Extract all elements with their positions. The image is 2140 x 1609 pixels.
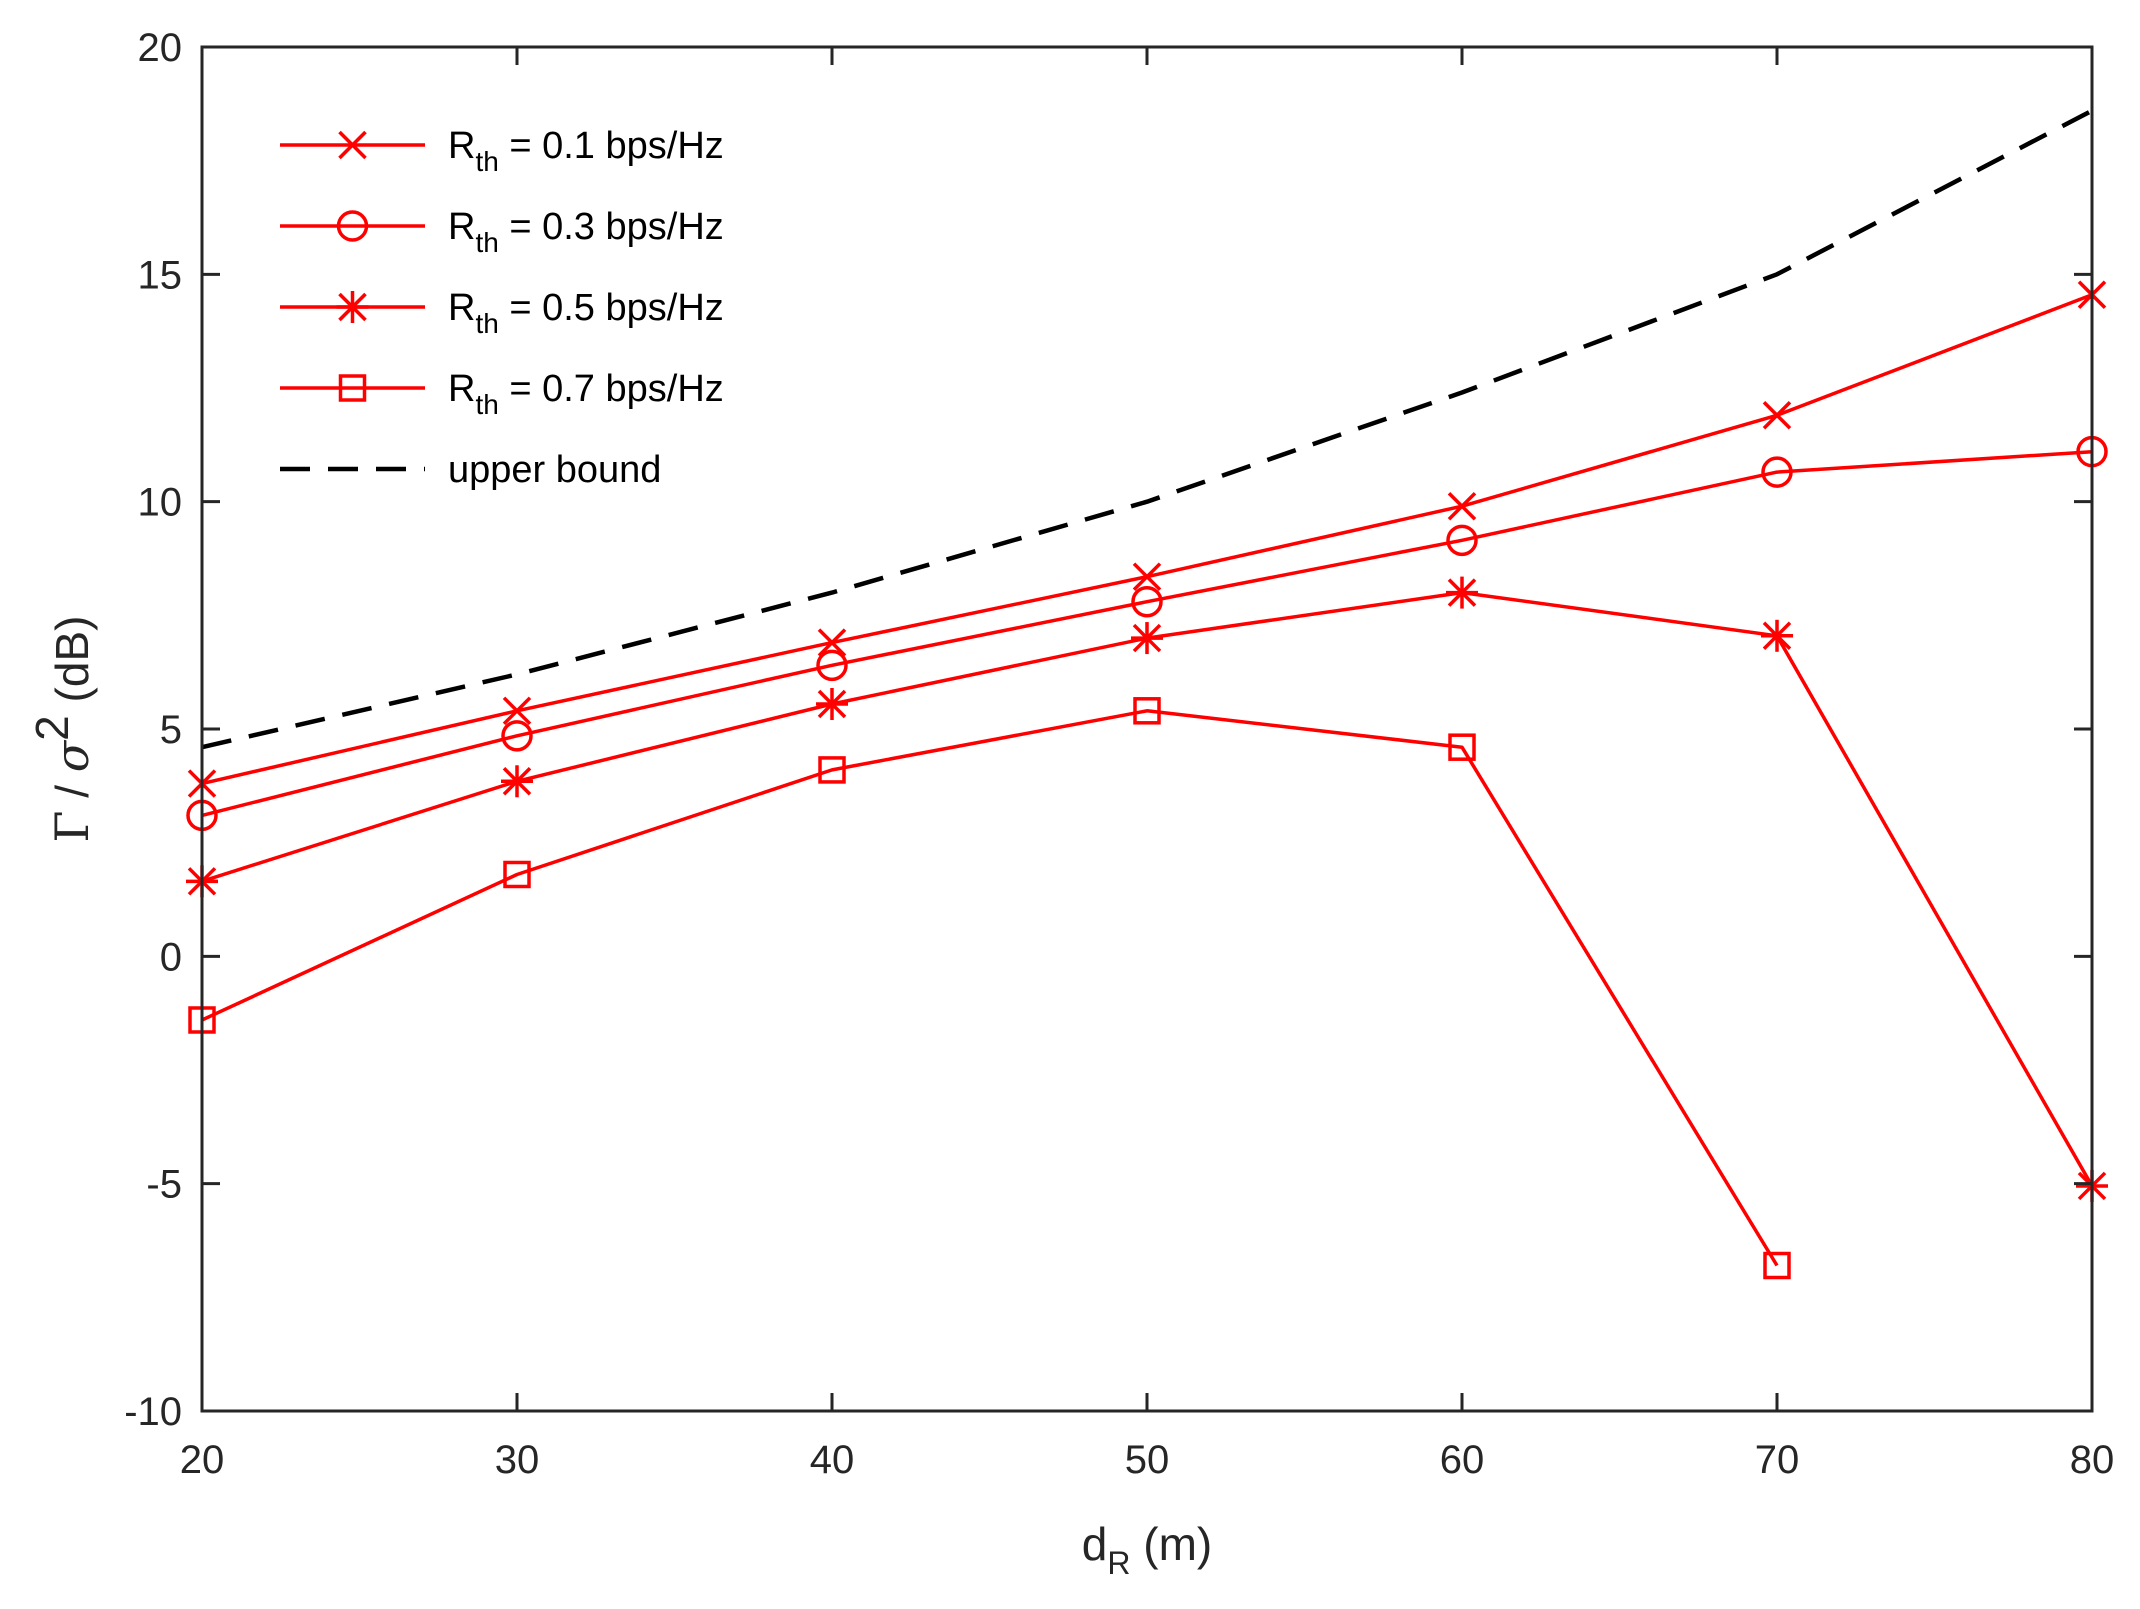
data-point-s1-5 (1447, 491, 1477, 521)
data-point-s1-6-stroke-2 (1762, 401, 1792, 430)
data-point-s1-4 (1132, 562, 1162, 591)
data-point-s2-2-ring (501, 720, 533, 752)
data-point-s2-6-ring (1761, 456, 1793, 488)
data-point-s1-4-stroke-2 (1132, 562, 1162, 591)
legend-marker-3 (336, 291, 369, 323)
legend-label-4: Rth = 0.7 bps/Hz (448, 368, 724, 420)
data-point-s1-2 (502, 696, 532, 726)
legend-marker-4 (338, 374, 367, 402)
x-axis-title: dR (m) (1082, 1518, 1212, 1581)
y-tick-label-3: 5 (160, 708, 182, 752)
data-point-s2-5 (1446, 524, 1478, 557)
legend-label-2: Rth = 0.3 bps/Hz (448, 206, 724, 258)
data-point-s4-5 (1448, 733, 1476, 761)
x-tick-label-6: 80 (2070, 1438, 2115, 1482)
legend-label-3: Rth = 0.5 bps/Hz (448, 287, 724, 339)
x-tick-label-1: 30 (495, 1438, 540, 1482)
legend-marker-1-stroke-2 (338, 130, 367, 160)
data-point-s1-6 (1762, 401, 1792, 430)
legend-marker-2-ring (336, 210, 369, 242)
data-point-s4-2 (503, 860, 531, 889)
x-tick-label-4: 60 (1440, 1438, 1485, 1482)
data-point-s2-5-ring (1446, 524, 1478, 557)
data-point-s3-2 (501, 765, 533, 798)
data-point-s4-4 (1133, 697, 1161, 725)
tick-labels: 20 30 40 50 60 70 80 -10 -5 0 5 10 15 20 (124, 26, 2114, 1482)
axis-ticks (200, 45, 2094, 1413)
legend-label-5: upper bound (448, 449, 661, 491)
data-point-s2-2 (501, 720, 533, 752)
data-point-s3-4 (1131, 622, 1163, 655)
data-point-s4-3 (818, 756, 846, 784)
data-point-s4-6-box (1763, 1251, 1791, 1280)
legend-marker-4-box (338, 374, 367, 402)
data-point-s4-4-box (1133, 697, 1161, 725)
data-point-s3-6 (1761, 619, 1793, 652)
y-tick-label-4: 10 (138, 481, 183, 525)
data-point-s1-2-stroke-2 (502, 696, 532, 726)
data-point-s4-6 (1763, 1251, 1791, 1280)
x-tick-label-2: 40 (810, 1438, 855, 1482)
legend-marker-1 (338, 130, 367, 160)
data-point-s4-2-box (503, 860, 531, 889)
y-tick-label-5: 15 (138, 253, 183, 297)
series-line-5 (201, 108, 2094, 750)
data-point-s3-3 (816, 687, 848, 720)
legend-marker-2 (336, 210, 369, 242)
series-line-4 (201, 709, 1779, 1267)
data-point-s2-4 (1131, 585, 1163, 618)
data-point-s2-6 (1761, 456, 1793, 488)
y-tick-label-2: 0 (160, 935, 182, 979)
series-line-2 (201, 449, 2093, 818)
x-tick-label-5: 70 (1755, 1438, 1800, 1482)
data-point-s3-5 (1446, 576, 1478, 609)
data-point-s2-3-ring (816, 649, 848, 682)
y-tick-label-1: -5 (146, 1163, 182, 1207)
data-point-s4-3-box (818, 756, 846, 784)
y-axis-title: Γ / σ2 (dB) (26, 616, 99, 843)
data-point-s1-5-stroke-2 (1447, 491, 1477, 521)
y-tick-label-6: 20 (138, 26, 183, 70)
data-point-s4-5-box (1448, 733, 1476, 761)
x-tick-label-3: 50 (1125, 1438, 1170, 1482)
y-tick-label-0: -10 (124, 1390, 182, 1434)
data-point-s1-3 (817, 628, 847, 657)
x-tick-label-0: 20 (180, 1438, 225, 1482)
legend-label-1: Rth = 0.1 bps/Hz (448, 125, 724, 177)
legend: Rth = 0.1 bps/Hz Rth = 0.3 bps/Hz Rth = 0.… (280, 125, 724, 491)
data-point-s2-4-ring (1131, 585, 1163, 618)
data-point-s2-3 (816, 649, 848, 682)
data-point-s1-3-stroke-2 (817, 628, 847, 657)
